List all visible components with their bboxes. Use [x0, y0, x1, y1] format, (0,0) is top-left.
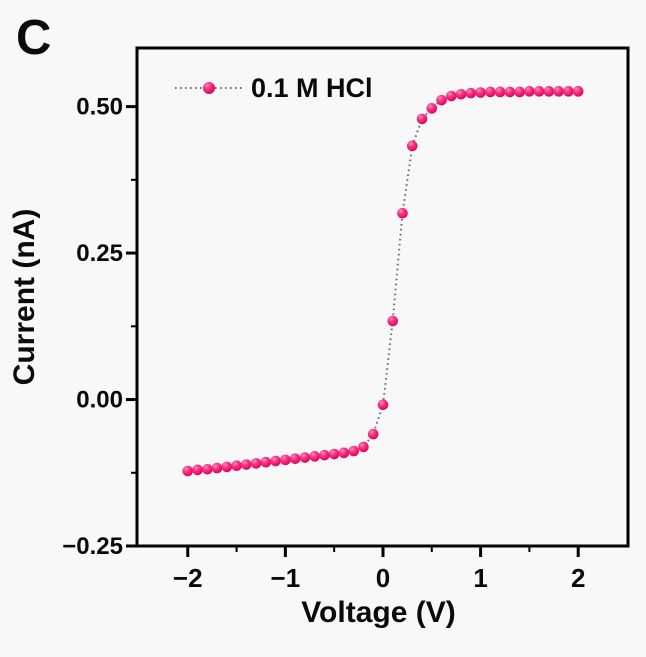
data-point [543, 86, 555, 97]
x-axis-title: Voltage (V) [301, 596, 455, 629]
data-point [465, 87, 477, 99]
x-tick-label: 2 [571, 563, 585, 593]
data-point [436, 94, 447, 106]
data-point [572, 86, 584, 97]
data-point [367, 428, 379, 440]
data-point [553, 86, 564, 97]
data-point [338, 447, 350, 459]
data-point [260, 456, 272, 468]
data-point [201, 463, 213, 475]
data-point [426, 103, 438, 114]
data-point [211, 462, 223, 474]
x-tick-label: −2 [173, 563, 203, 593]
data-point [328, 448, 340, 460]
data-point [299, 452, 311, 463]
data-point [231, 460, 242, 472]
data-point [485, 86, 496, 98]
data-point [377, 399, 389, 411]
data-point [221, 461, 233, 473]
data-point [446, 90, 457, 102]
data-point [387, 315, 399, 327]
y-tick-label: 0.50 [76, 94, 123, 121]
data-point [250, 458, 262, 469]
data-point [241, 459, 252, 470]
data-point [494, 86, 506, 98]
y-axis-title: Current (nA) [8, 209, 41, 386]
data-point [182, 465, 194, 477]
legend-label: 0.1 M HCl [251, 73, 373, 103]
data-point [348, 445, 360, 457]
data-point [533, 86, 545, 97]
data-point [514, 86, 525, 98]
data-point [358, 441, 369, 453]
plot-frame [135, 46, 630, 548]
data-point [309, 451, 320, 462]
data-point [319, 449, 330, 461]
x-tick-label: −1 [271, 563, 301, 593]
x-tick-label: 0 [376, 563, 390, 593]
data-point [192, 464, 203, 476]
data-point [475, 87, 486, 98]
y-tick-label: 0.25 [76, 240, 123, 267]
data-line [187, 90, 579, 472]
data-point [270, 455, 281, 467]
data-point [455, 88, 467, 100]
legend: 0.1 M HCl [175, 73, 373, 103]
data-point [504, 86, 516, 98]
panel-label: C [16, 11, 52, 65]
y-tick-label: 0.00 [76, 387, 123, 414]
data-point [406, 140, 418, 152]
data-point [280, 454, 291, 466]
x-tick-label: 1 [473, 563, 487, 593]
y-tick-label: −0.25 [62, 533, 123, 560]
data-point [397, 207, 408, 219]
data-point [416, 113, 428, 125]
legend-marker [203, 82, 215, 94]
data-point [289, 453, 301, 465]
data-point [563, 86, 574, 97]
data-point [524, 86, 535, 97]
